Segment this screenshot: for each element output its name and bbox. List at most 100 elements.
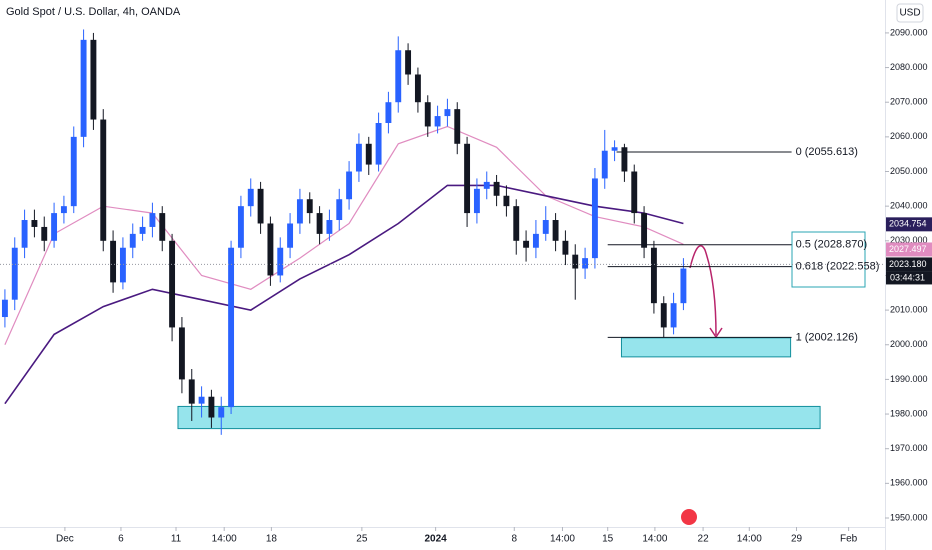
candle-body: [1, 299, 8, 318]
candle-body: [178, 327, 185, 380]
zone: [620, 337, 792, 358]
candle-body: [513, 206, 520, 241]
price-tag-label: 2027.497: [889, 244, 927, 254]
fib-label: 0.618 (2022.558): [796, 260, 880, 272]
candle-body: [277, 247, 284, 276]
y-tick-label: 1970.000: [890, 443, 928, 453]
x-tick-label: 14:00: [642, 534, 667, 545]
candle-body: [572, 254, 579, 269]
candle-body: [11, 247, 18, 300]
candle-body: [110, 240, 117, 283]
candle-body: [247, 188, 254, 207]
candle-body: [257, 188, 264, 224]
y-tick-label: 1980.000: [890, 408, 928, 418]
candle-body: [149, 213, 156, 227]
moving-average: [4, 125, 684, 346]
candle-body: [444, 109, 451, 117]
candle-body: [591, 178, 598, 259]
x-tick-label: Dec: [56, 534, 74, 545]
price-tag: [886, 257, 932, 272]
zone: [177, 405, 821, 430]
candle-body: [552, 220, 559, 241]
candle-body: [346, 171, 353, 200]
candle-body: [169, 240, 176, 328]
candle-body: [287, 223, 294, 248]
candle-body: [611, 147, 618, 151]
moving-average: [4, 184, 684, 405]
price-tag: [886, 242, 932, 257]
x-tick-label: 14:00: [737, 534, 762, 545]
candle-body: [631, 171, 638, 214]
candle-body: [326, 220, 333, 234]
fib-label: 1 (2002.126): [796, 331, 858, 343]
x-tick-label: 2024: [424, 534, 447, 545]
y-tick-label: 2090.000: [890, 27, 928, 37]
chart-title: Gold Spot / U.S. Dollar, 4h, OANDA: [6, 6, 181, 18]
candle-body: [267, 223, 274, 276]
candle-body: [424, 102, 431, 127]
candle-body: [680, 268, 687, 304]
x-tick-label: 15: [602, 534, 614, 545]
candle-body: [188, 379, 195, 404]
candle-body: [434, 116, 441, 127]
candle-body: [51, 213, 58, 241]
candle-body: [464, 143, 471, 214]
candle-body: [395, 50, 402, 103]
candle-body: [355, 143, 362, 172]
countdown-box: [886, 271, 932, 285]
event-icon[interactable]: [681, 509, 697, 525]
candle-body: [198, 396, 205, 404]
candle-body: [90, 39, 97, 120]
candle-body: [306, 199, 313, 214]
y-tick-label: 1960.000: [890, 478, 928, 488]
candle-body: [119, 247, 126, 283]
candle-body: [601, 150, 608, 179]
label-box: [791, 231, 866, 288]
candle-body: [414, 74, 421, 103]
candle-body: [562, 240, 569, 255]
candle-body: [375, 123, 382, 165]
candle-body: [473, 188, 480, 214]
y-tick-label: 2070.000: [890, 97, 928, 107]
currency: USD: [899, 8, 920, 19]
x-tick-label: 29: [791, 534, 803, 545]
x-tick-label: 22: [698, 534, 710, 545]
candle-body: [139, 226, 146, 234]
candle-body: [621, 147, 628, 172]
candle-body: [21, 220, 28, 248]
price-tag-label: 2023.180: [889, 259, 927, 269]
candle-body: [228, 247, 235, 408]
candle-body: [237, 206, 244, 248]
x-tick-label: 8: [512, 534, 518, 545]
fib-label: 0 (2055.613): [796, 146, 858, 158]
candle-body: [100, 119, 107, 241]
projection-arrow: [689, 245, 717, 336]
candle-body: [365, 143, 372, 165]
candle-body: [60, 206, 67, 214]
x-tick-label: 14:00: [550, 534, 575, 545]
candle-body: [582, 258, 589, 269]
x-tick-label: 25: [356, 534, 368, 545]
fib-label: 0.5 (2028.870): [796, 239, 868, 251]
candle-body: [493, 181, 500, 196]
y-tick-label: 2080.000: [890, 62, 928, 72]
x-tick-label: 11: [171, 534, 182, 545]
candle-body: [523, 240, 530, 248]
candle-body: [41, 226, 48, 241]
price-tag: [886, 217, 932, 232]
y-tick-label: 2050.000: [890, 166, 928, 176]
currency-box[interactable]: [896, 3, 924, 23]
candle-body: [650, 247, 657, 304]
candle-body: [385, 102, 392, 124]
y-tick-label: 1950.000: [890, 512, 928, 522]
candle-body: [670, 303, 677, 328]
candle-body: [660, 303, 667, 328]
candle-body: [218, 407, 225, 418]
plot: 1950.000 1960.000 1970.000 1980.000 1990.000…: [0, 27, 932, 545]
candle-body: [208, 396, 215, 418]
candle-body: [405, 50, 412, 75]
y-tick-label: 2060.000: [890, 131, 928, 141]
candle-body: [159, 213, 166, 241]
x-tick-label: 6: [118, 534, 124, 545]
